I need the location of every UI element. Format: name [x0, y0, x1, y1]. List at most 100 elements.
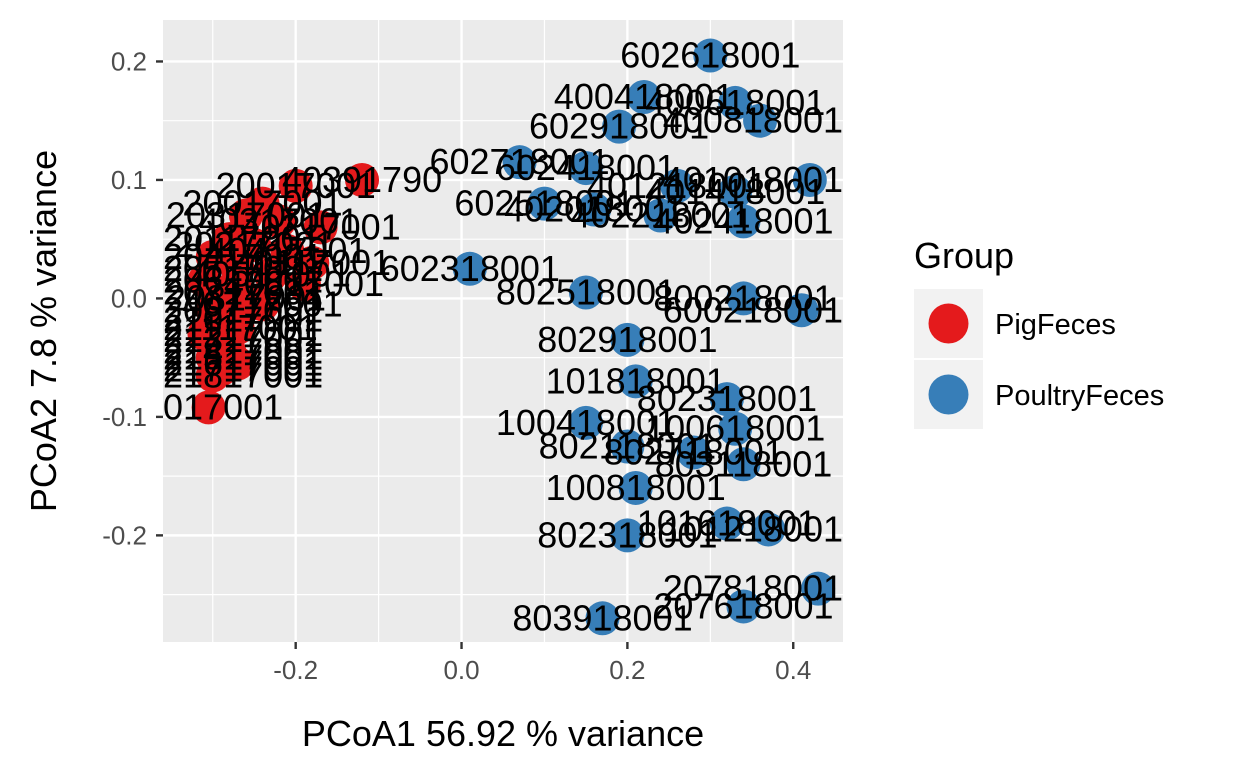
point-label: 40217001 [240, 206, 400, 247]
data-point-PoultryFeces [693, 38, 728, 73]
point-label: 20717001 [163, 271, 323, 312]
data-point-PoultryFeces [568, 405, 603, 440]
point-label: 20017001 [182, 183, 342, 224]
point-label: 602518001 [454, 183, 634, 224]
point-label: 20017001 [216, 165, 376, 206]
point-label: 803918001 [512, 597, 692, 638]
point-label: 21817001 [163, 354, 323, 395]
y-tick-label: -0.2 [102, 520, 147, 550]
point-label: 207818001 [663, 568, 843, 609]
point-label: 101218001 [663, 508, 843, 549]
legend-key-PigFeces [928, 303, 969, 344]
data-point-PoultryFeces [726, 589, 761, 624]
point-label: 40417001 [207, 230, 367, 271]
point-label: 21317001 [163, 319, 323, 360]
data-point-PoultryFeces [527, 186, 562, 221]
point-label: 20817001 [166, 277, 326, 318]
point-label: 40517001 [191, 254, 351, 295]
data-point-PigFeces [245, 287, 280, 322]
point-label: 21417001 [163, 331, 323, 372]
point-label: 802118001 [539, 426, 717, 467]
axes-layer: -0.2 0.0 0.2 0.4 0.2 0.1 0.0 -0.1 -0.2 [102, 46, 811, 685]
data-point-PoultryFeces [610, 429, 645, 464]
data-point-PoultryFeces [743, 103, 778, 138]
data-point-PoultryFeces [502, 145, 537, 180]
data-point-PoultryFeces [643, 198, 678, 233]
data-point-PoultryFeces [626, 80, 661, 115]
data-point-PoultryFeces [751, 512, 786, 547]
data-point-PigFeces [262, 204, 297, 239]
y-tick-label: 0.0 [111, 283, 147, 313]
data-point-PoultryFeces [784, 293, 819, 328]
point-label: 21717001 [163, 349, 323, 390]
data-point-PigFeces [195, 358, 230, 393]
data-point-PoultryFeces [726, 204, 761, 239]
x-tick-label: -0.2 [273, 655, 318, 685]
legend-label: PoultryFeces [995, 380, 1164, 412]
point-label: 401418001 [645, 171, 825, 212]
data-point-PoultryFeces [709, 382, 744, 417]
data-point-PoultryFeces [718, 174, 753, 209]
point-label: 21617001 [163, 343, 323, 384]
point-label: 20617001 [163, 260, 323, 301]
data-point-PoultryFeces [577, 192, 612, 227]
point-label: 401218001 [587, 165, 767, 206]
legend-key-PoultryFeces [928, 374, 969, 415]
point-label: 101818001 [546, 360, 726, 401]
data-point-PigFeces [228, 198, 263, 233]
point-label: 802318001 [537, 514, 717, 555]
legend: Group PigFeces PoultryFeces [914, 235, 1164, 429]
point-label: 20317001 [166, 194, 326, 235]
point-label: 20917001 [163, 289, 323, 330]
x-tick-label: 0.2 [609, 655, 645, 685]
point-label: 207618001 [653, 585, 833, 626]
point-label: 017001 [163, 386, 283, 427]
point-label: 40317001 [199, 200, 359, 241]
point-label: 20217001 [174, 224, 334, 265]
data-point-PigFeces [286, 267, 321, 302]
point-label: 802318001 [637, 378, 817, 419]
point-label: 402218001 [570, 194, 750, 235]
point-label: 40391790 [282, 159, 442, 200]
data-point-PigFeces [278, 168, 313, 203]
point-label: 800218001 [653, 277, 833, 318]
data-point-PigFeces [345, 162, 380, 197]
point-label: 100618001 [645, 408, 825, 449]
point-label: 40117001 [234, 242, 392, 283]
point-label: 401018001 [663, 159, 843, 200]
y-axis-title: PCoA2 7.8 % variance [23, 150, 64, 512]
y-tick-label: 0.1 [111, 165, 147, 195]
data-point-PoultryFeces [610, 322, 645, 357]
y-tick-label: -0.1 [102, 402, 147, 432]
point-label: 402018001 [504, 189, 684, 230]
data-point-PoultryFeces [568, 151, 603, 186]
legend-label: PigFeces [995, 309, 1116, 341]
data-point-PoultryFeces [568, 275, 603, 310]
data-point-PoultryFeces [452, 251, 487, 286]
point-label: 802718001 [604, 431, 784, 472]
data-point-PigFeces [191, 390, 226, 425]
point-label: 602618001 [620, 35, 800, 76]
point-label: 400418001 [554, 76, 734, 117]
point-label: 21517001 [163, 337, 323, 378]
data-point-PoultryFeces [792, 162, 827, 197]
point-label: 402418001 [653, 200, 833, 241]
point-label: 40617001 [224, 263, 384, 304]
point-label: 100418001 [496, 402, 676, 443]
data-point-PoultryFeces [726, 281, 761, 316]
point-label: 600218001 [663, 289, 843, 330]
point-label: 602318001 [380, 248, 560, 289]
data-point-PoultryFeces [618, 364, 653, 399]
data-point-PoultryFeces [610, 518, 645, 553]
point-label: 602718001 [429, 141, 609, 182]
data-point-PoultryFeces [709, 506, 744, 541]
legend-title: Group [914, 235, 1014, 276]
data-point-PoultryFeces [585, 601, 620, 636]
point-label: 20417001 [163, 236, 323, 277]
point-label: 101618001 [637, 503, 817, 544]
data-point-PigFeces [303, 210, 338, 245]
data-point-PigFeces [253, 257, 288, 292]
point-label: 20117001 [163, 218, 321, 259]
point-label: 802918001 [537, 319, 717, 360]
